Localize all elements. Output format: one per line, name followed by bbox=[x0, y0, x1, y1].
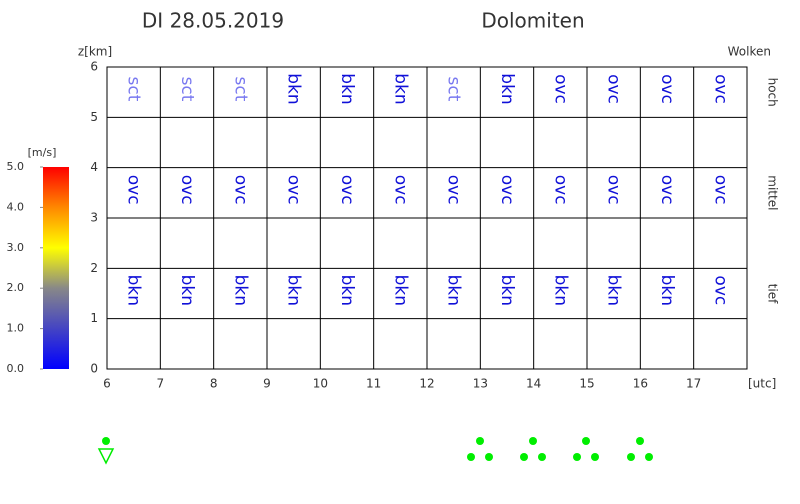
layer-name: mittel bbox=[766, 175, 780, 210]
colorbar bbox=[43, 167, 69, 369]
cloud-cover: bkn bbox=[177, 275, 197, 306]
cloud-cover: ovc bbox=[550, 74, 570, 104]
cloud-cover: ovc bbox=[604, 74, 624, 104]
cloud-cover: ovc bbox=[710, 175, 730, 205]
cloud-cover: bkn bbox=[390, 73, 410, 104]
x-tick-label: 14 bbox=[526, 377, 541, 391]
cloud-cover: bkn bbox=[444, 275, 464, 306]
cloud-cover: ovc bbox=[710, 74, 730, 104]
location: Dolomiten bbox=[481, 9, 584, 33]
cloud-cover: ovc bbox=[710, 275, 730, 305]
colorbar-label: [m/s] bbox=[28, 146, 57, 159]
x-tick-label: 12 bbox=[419, 377, 434, 391]
cloud-cover: bkn bbox=[390, 275, 410, 306]
colorbar-tick-label: 5.0 bbox=[7, 160, 25, 173]
date: DI 28.05.2019 bbox=[142, 9, 284, 33]
y-tick-label: 2 bbox=[90, 261, 98, 275]
cloud-cover: bkn bbox=[604, 275, 624, 306]
cloud-cover: ovc bbox=[497, 175, 517, 205]
cloud-cover: bkn bbox=[124, 275, 144, 306]
y-axis-label: z[km] bbox=[78, 45, 112, 59]
cloud-cover: bkn bbox=[337, 275, 357, 306]
cloud-cover: bkn bbox=[284, 73, 304, 104]
x-tick-label: 11 bbox=[366, 377, 381, 391]
cloud-cover: ovc bbox=[657, 175, 677, 205]
colorbar-tick-label: 0.0 bbox=[7, 362, 25, 375]
cloud-cover: ovc bbox=[230, 175, 250, 205]
y-tick-label: 0 bbox=[90, 362, 98, 376]
cloud-cover: bkn bbox=[337, 73, 357, 104]
x-axis-label: [utc] bbox=[748, 377, 776, 391]
cloud-cover: ovc bbox=[550, 175, 570, 205]
cloud-cover: bkn bbox=[497, 275, 517, 306]
weather-symbols bbox=[97, 437, 653, 465]
cloud-cover: ovc bbox=[337, 175, 357, 205]
cloud-cover: sct bbox=[124, 77, 144, 102]
y-tick-label: 1 bbox=[90, 311, 98, 325]
cloud-cover: sct bbox=[230, 77, 250, 102]
cloud-cover: bkn bbox=[497, 73, 517, 104]
cloud-cover: ovc bbox=[604, 175, 624, 205]
y-tick-label: 6 bbox=[90, 60, 98, 74]
cloud-cover: bkn bbox=[550, 275, 570, 306]
cloud-cover: sct bbox=[177, 77, 197, 102]
x-tick-label: 6 bbox=[103, 377, 111, 391]
cloud-cover: bkn bbox=[230, 275, 250, 306]
cloud-cover: ovc bbox=[444, 175, 464, 205]
layer-name: hoch bbox=[766, 78, 780, 107]
legend-title: Wolken bbox=[728, 45, 771, 59]
cloud-cover: ovc bbox=[657, 74, 677, 104]
cloud-cover: bkn bbox=[657, 275, 677, 306]
layer-name: tief bbox=[766, 284, 780, 304]
cloud-cover: ovc bbox=[177, 175, 197, 205]
cloud-cover: bkn bbox=[284, 275, 304, 306]
x-tick-label: 7 bbox=[157, 377, 165, 391]
cloud-cover: sct bbox=[444, 77, 464, 102]
x-tick-label: 10 bbox=[313, 377, 328, 391]
y-tick-label: 4 bbox=[90, 160, 98, 174]
colorbar-tick-label: 2.0 bbox=[7, 281, 25, 294]
x-tick-label: 16 bbox=[633, 377, 648, 391]
x-tick-label: 8 bbox=[210, 377, 218, 391]
x-tick-label: 17 bbox=[686, 377, 701, 391]
colorbar-tick-label: 4.0 bbox=[7, 200, 25, 213]
x-tick-label: 13 bbox=[473, 377, 488, 391]
cloud-cover: ovc bbox=[124, 175, 144, 205]
colorbar-tick-label: 1.0 bbox=[7, 322, 25, 335]
cloud-cover: ovc bbox=[390, 175, 410, 205]
colorbar-tick-label: 3.0 bbox=[7, 241, 25, 254]
x-tick-label: 15 bbox=[579, 377, 594, 391]
cloud-cover: ovc bbox=[284, 175, 304, 205]
x-tick-label: 9 bbox=[263, 377, 271, 391]
y-tick-label: 5 bbox=[90, 110, 98, 124]
y-tick-label: 3 bbox=[90, 211, 98, 225]
